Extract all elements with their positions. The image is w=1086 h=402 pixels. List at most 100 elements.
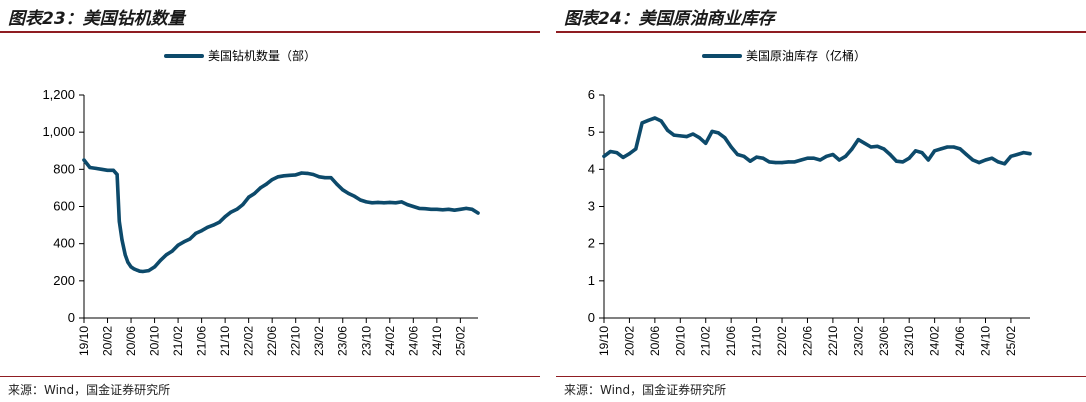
data-point — [126, 260, 130, 264]
data-point — [1003, 162, 1007, 166]
data-point — [117, 219, 121, 223]
data-point — [211, 223, 215, 227]
data-point — [901, 160, 905, 164]
x-tick-label: 21/06 — [724, 326, 738, 356]
data-point — [294, 173, 298, 177]
data-point — [755, 155, 759, 159]
data-point — [194, 231, 198, 235]
data-point — [748, 159, 752, 163]
data-point — [939, 147, 943, 151]
data-point — [111, 168, 115, 172]
data-point — [364, 200, 368, 204]
legend: 美国钻机数量（部） — [164, 48, 316, 63]
data-point — [200, 229, 204, 233]
y-tick-label: 0 — [588, 310, 595, 325]
x-tick-label: 24/06 — [953, 326, 967, 356]
data-point — [1015, 152, 1019, 157]
data-point — [100, 167, 104, 171]
data-point — [863, 141, 867, 145]
data-point — [170, 249, 174, 253]
data-point — [282, 174, 286, 178]
title-divider — [556, 31, 1086, 33]
data-point — [205, 225, 210, 229]
x-tick-label: 19/10 — [597, 326, 611, 356]
legend: 美国原油库存（亿桶） — [702, 48, 866, 63]
data-point — [435, 207, 439, 211]
x-tick-label: 25/02 — [453, 326, 467, 356]
y-tick-label: 1,200 — [42, 87, 75, 102]
source-divider — [556, 376, 1086, 377]
data-point — [441, 208, 445, 212]
data-point — [983, 158, 988, 162]
data-point — [158, 258, 162, 262]
data-point — [774, 161, 778, 165]
x-tick-label: 23/10 — [359, 326, 373, 356]
x-tick-label: 25/02 — [1004, 326, 1018, 356]
x-tick-label: 22/10 — [289, 326, 303, 356]
data-point — [875, 144, 879, 148]
data-point — [358, 198, 362, 202]
x-tick-label: 24/06 — [406, 326, 420, 356]
data-point — [653, 116, 657, 120]
data-point — [786, 160, 790, 164]
data-point — [188, 237, 192, 241]
x-tick-label: 24/10 — [978, 326, 992, 356]
data-point — [831, 152, 835, 157]
x-tick-label: 20/06 — [648, 326, 662, 356]
source-note: 来源：Wind，国金证券研究所 — [8, 383, 171, 397]
data-point — [621, 155, 625, 159]
data-point — [634, 147, 638, 151]
data-point — [241, 203, 245, 207]
data-point — [135, 268, 139, 272]
x-tick-label: 20/10 — [148, 326, 162, 356]
data-point — [264, 182, 268, 186]
data-point — [341, 188, 345, 192]
data-point — [376, 200, 380, 204]
chart-panel-rig-count: 图表23：美国钻机数量 美国钻机数量（部） 0 200 400 600 800 1,000 1… — [0, 0, 540, 402]
data-point — [729, 145, 733, 149]
data-point — [812, 156, 816, 160]
data-point — [164, 253, 168, 257]
y-tick-label: 3 — [588, 199, 595, 214]
rig-count-chart: 美国钻机数量（部） 0 200 400 600 800 1,000 1,200 19/10 20/… — [42, 48, 480, 356]
data-point — [646, 118, 651, 122]
data-point — [247, 195, 251, 199]
data-point — [105, 168, 110, 172]
data-point — [615, 151, 619, 155]
data-point — [850, 147, 854, 151]
data-point — [933, 149, 937, 153]
legend-label: 美国原油库存（亿桶） — [746, 48, 866, 63]
data-point — [335, 182, 339, 186]
data-point — [844, 154, 848, 158]
x-tick-label: 20/02 — [101, 326, 115, 356]
data-point — [288, 173, 292, 177]
y-tick-label: 2 — [588, 236, 595, 251]
data-point — [352, 194, 357, 198]
data-point — [88, 165, 92, 170]
data-point — [382, 201, 386, 205]
data-point — [640, 121, 644, 125]
data-point — [697, 136, 701, 140]
data-point — [666, 128, 670, 132]
data-point — [710, 129, 714, 133]
data-point — [82, 158, 86, 162]
data-point — [672, 133, 676, 137]
data-point — [977, 161, 981, 165]
data-point — [476, 211, 480, 215]
x-tick-label: 22/10 — [826, 326, 840, 356]
source-note: 来源：Wind，国金证券研究所 — [564, 383, 727, 397]
data-point — [153, 265, 157, 269]
x-tick-label: 24/10 — [430, 326, 444, 356]
data-point — [258, 186, 262, 190]
data-point — [685, 135, 689, 139]
data-point — [958, 147, 962, 151]
data-point — [704, 141, 708, 145]
data-point — [300, 171, 304, 175]
x-tick-label: 21/02 — [171, 326, 185, 356]
data-point — [252, 191, 257, 196]
data-point — [458, 207, 462, 211]
data-point — [602, 154, 606, 158]
data-point — [229, 210, 233, 214]
source-divider — [0, 376, 540, 377]
data-point — [767, 160, 771, 164]
